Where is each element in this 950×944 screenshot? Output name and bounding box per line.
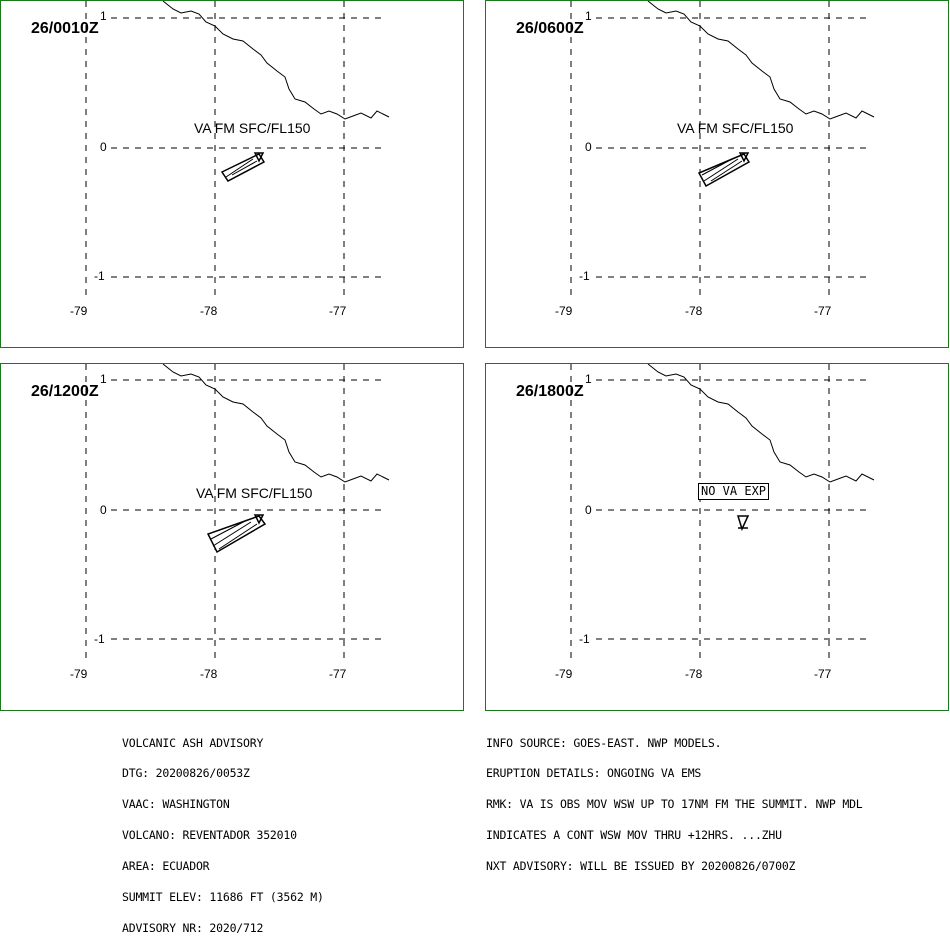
lat-tick-label: -1 [94, 269, 105, 283]
lon-tick-label: -77 [329, 667, 347, 681]
no-ash-expected-label: NO VA EXP [698, 483, 770, 500]
coastline [162, 1, 390, 120]
advisory-line: ADVISORY NR: 2020/712 [122, 920, 264, 935]
advisory-header: VOLCANIC ASH ADVISORY DTG: 20200826/0053… [122, 717, 324, 944]
advisory-line: SUMMIT ELEV: 11686 FT (3562 M) [122, 890, 324, 905]
lon-tick-label: -77 [814, 667, 832, 681]
forecast-time: 26/1200Z [31, 383, 99, 400]
lon-tick-label: -79 [555, 667, 573, 681]
map-graphic [85, 1, 390, 301]
advisory-line: INFO SOURCE: GOES-EAST. NWP MODELS. [486, 735, 722, 750]
advisory-line: DTG: 20200826/0053Z [122, 766, 250, 781]
lat-tick-label: 0 [100, 503, 107, 517]
ash-plume [206, 514, 267, 554]
forecast-panel-t6: 26/0600Z 1 0 -1 -79 -78 -77 VA FM SFC/FL… [485, 0, 949, 348]
lon-tick-label: -79 [555, 304, 573, 318]
advisory-line: NXT ADVISORY: WILL BE ISSUED BY 20200826… [486, 859, 796, 874]
lat-tick-label: 1 [100, 372, 107, 386]
advisory-details: INFO SOURCE: GOES-EAST. NWP MODELS. ERUP… [486, 717, 863, 882]
ash-plume [697, 152, 751, 188]
coastline [162, 364, 390, 483]
ash-height-label: VA FM SFC/FL150 [194, 120, 311, 136]
forecast-time: 26/1800Z [516, 383, 584, 400]
map-graphic [85, 364, 390, 664]
advisory-line: VAAC: WASHINGTON [122, 797, 230, 812]
coastline [647, 364, 875, 483]
map-graphic [570, 364, 875, 664]
lat-tick-label: -1 [579, 269, 590, 283]
advisory-line: AREA: ECUADOR [122, 859, 210, 874]
lat-tick-label: 0 [100, 140, 107, 154]
lat-tick-label: 0 [585, 140, 592, 154]
forecast-time: 26/0010Z [31, 20, 99, 37]
lat-tick-label: 1 [585, 372, 592, 386]
advisory-line: INDICATES A CONT WSW MOV THRU +12HRS. ..… [486, 828, 782, 843]
lon-tick-label: -78 [200, 667, 218, 681]
lat-tick-label: -1 [94, 632, 105, 646]
lon-tick-label: -79 [70, 304, 88, 318]
lat-tick-label: 1 [100, 9, 107, 23]
advisory-line: RMK: VA IS OBS MOV WSW UP TO 17NM FM THE… [486, 797, 863, 812]
lon-tick-label: -78 [200, 304, 218, 318]
ash-height-label: VA FM SFC/FL150 [196, 485, 313, 501]
volcano-icon [736, 515, 750, 532]
lat-tick-label: 1 [585, 9, 592, 23]
forecast-time: 26/0600Z [516, 20, 584, 37]
advisory-line: ERUPTION DETAILS: ONGOING VA EMS [486, 766, 702, 781]
lon-tick-label: -77 [814, 304, 832, 318]
lon-tick-label: -77 [329, 304, 347, 318]
coastline [647, 1, 875, 120]
forecast-panel-t18: 26/1800Z 1 0 -1 -79 -78 -77 NO VA EXP [485, 363, 949, 711]
lat-tick-label: 0 [585, 503, 592, 517]
ash-plume [220, 152, 266, 182]
lat-tick-label: -1 [579, 632, 590, 646]
advisory-line: VOLCANIC ASH ADVISORY [122, 735, 264, 750]
ash-height-label: VA FM SFC/FL150 [677, 120, 794, 136]
lon-tick-label: -78 [685, 667, 703, 681]
lon-tick-label: -78 [685, 304, 703, 318]
forecast-panel-t0: 26/0010Z 1 0 -1 -79 -78 -77 VA FM SFC/FL… [0, 0, 464, 348]
lon-tick-label: -79 [70, 667, 88, 681]
forecast-panel-t12: 26/1200Z 1 0 -1 -79 -78 -77 VA FM SFC/FL… [0, 363, 464, 711]
advisory-line: VOLCANO: REVENTADOR 352010 [122, 828, 297, 843]
map-graphic [570, 1, 875, 301]
